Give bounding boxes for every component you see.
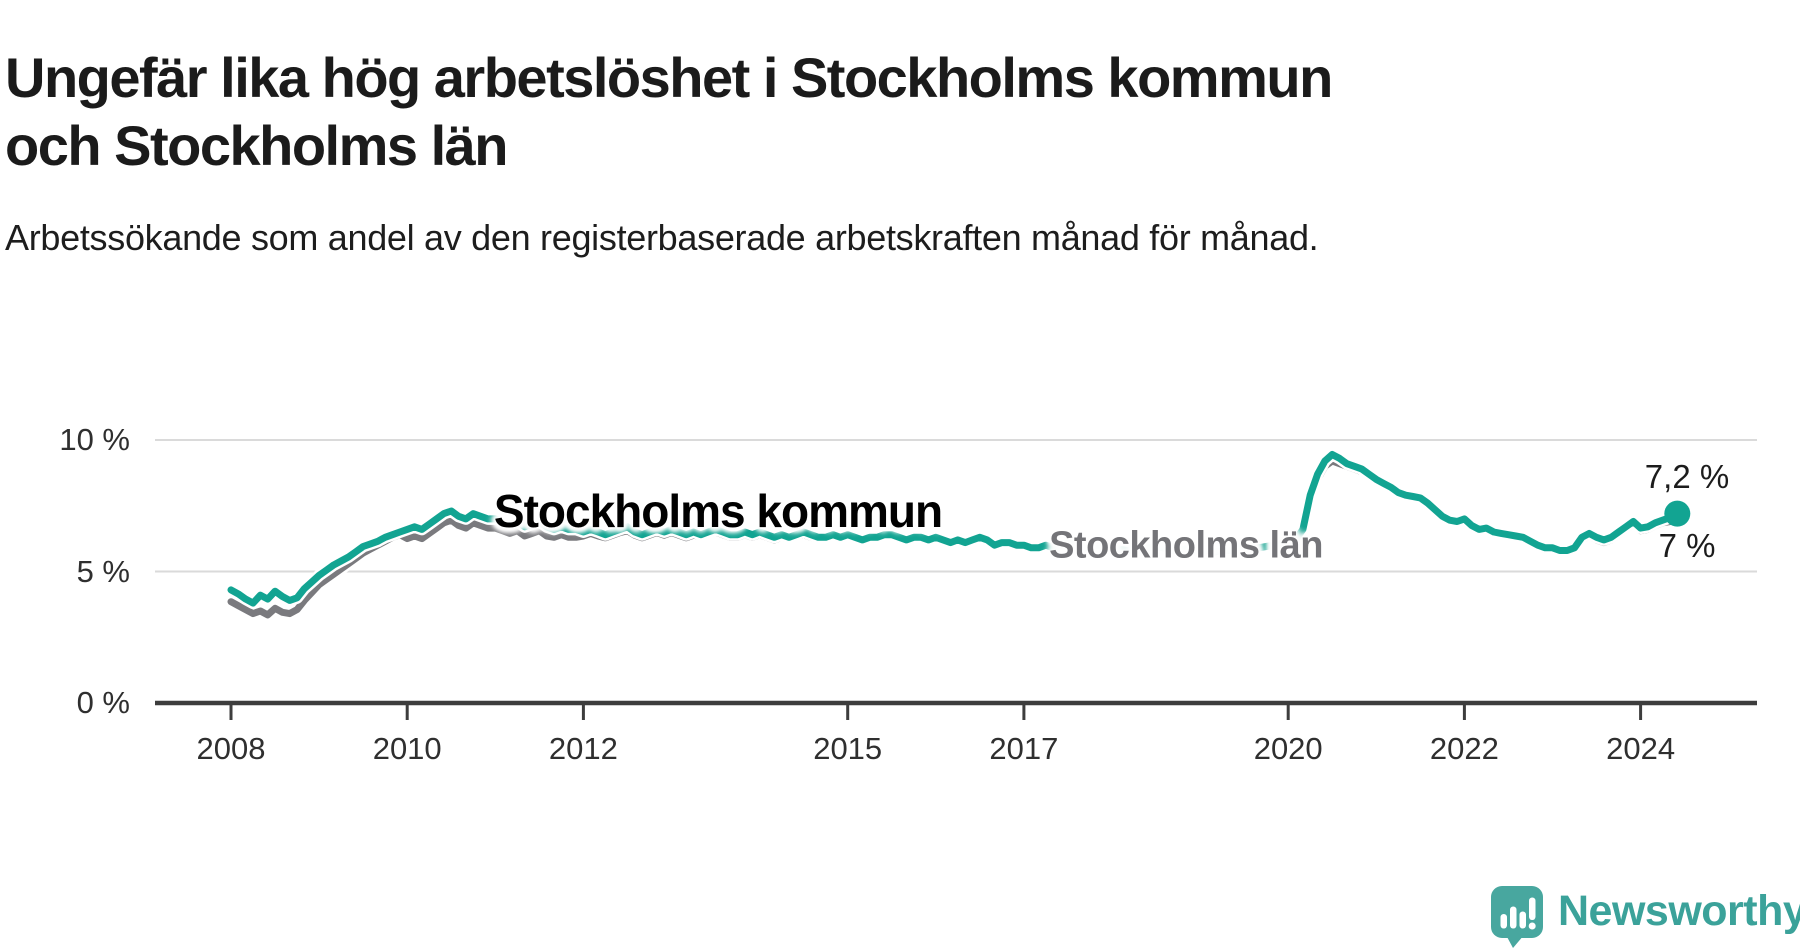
y-axis-label-5: 5 % [76, 553, 130, 589]
x-axis-label-2017: 2017 [989, 731, 1059, 766]
x-axis-label-2008: 2008 [196, 731, 266, 766]
series-label-stockholms-kommun: Stockholms kommun [493, 485, 943, 537]
x-axis-label-2024: 2024 [1606, 731, 1676, 766]
line-stockholms-kommun [227, 451, 1681, 607]
x-axis-label-2020: 2020 [1253, 731, 1323, 766]
newsworthy-logo-icon [1491, 886, 1543, 948]
line-casing-stockholms-kommun [225, 448, 1684, 610]
newsworthy-logo: Newsworthy [1490, 885, 1800, 948]
x-axis-label-2010: 2010 [372, 731, 442, 766]
x-axis-label-2022: 2022 [1429, 731, 1499, 766]
chart-title: Ungefär lika hög arbetslöshet i Stockhol… [5, 44, 1785, 182]
y-axis-label-10: 10 % [59, 422, 130, 457]
chart-title-line1: Ungefär lika hög arbetslöshet i Stockhol… [5, 45, 1333, 109]
chart-title-line2: och Stockholms län [5, 114, 509, 178]
end-point-dot [1664, 500, 1691, 527]
end-value-label-kommun: 7,2 % [1644, 458, 1730, 495]
chart-subtitle: Arbetssökande som andel av den registerb… [5, 217, 1319, 258]
end-value-label-lan: 7 % [1658, 527, 1716, 564]
newsworthy-logo-text: Newsworthy [1558, 887, 1800, 935]
series-label-stockholms-lan: Stockholms län [1049, 524, 1323, 567]
x-axis-label-2012: 2012 [548, 731, 618, 766]
x-axis-label-2015: 2015 [813, 731, 883, 766]
y-axis-label-0: 0 % [76, 685, 130, 720]
